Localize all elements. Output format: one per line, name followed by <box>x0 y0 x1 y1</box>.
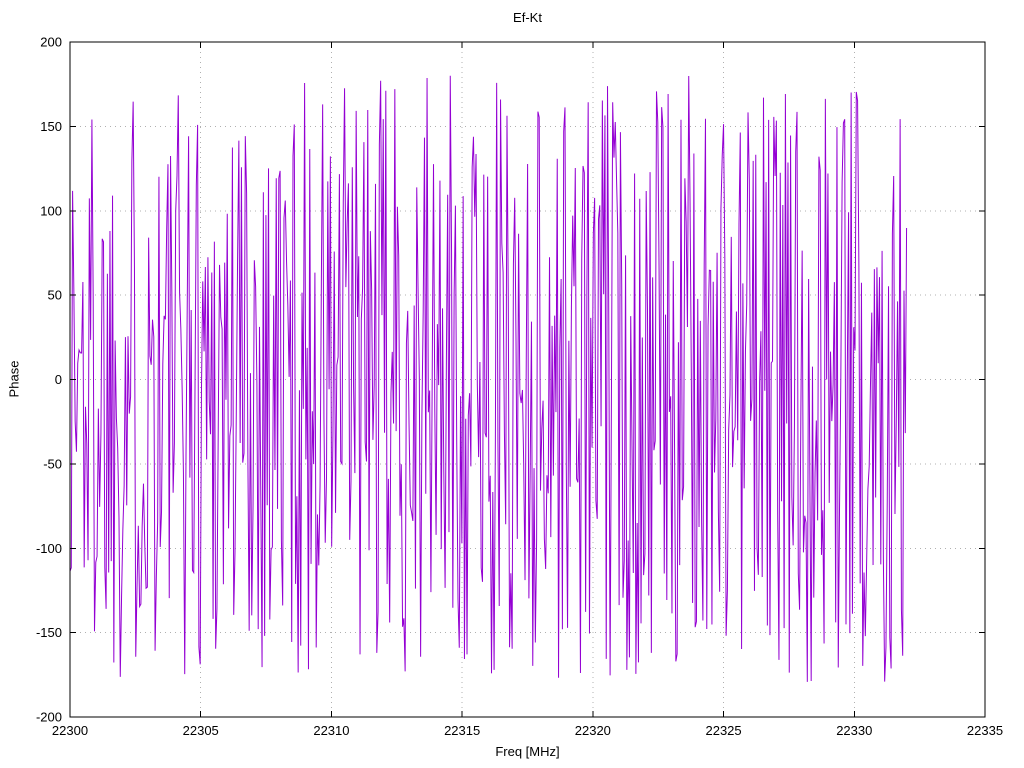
x-axis-label: Freq [MHz] <box>495 744 560 759</box>
y-axis-label: Phase <box>6 360 22 398</box>
x-tick-label: 22335 <box>967 723 1003 738</box>
x-tick-label: 22310 <box>313 723 349 738</box>
phase-trace <box>69 75 908 682</box>
x-tick-label: 22315 <box>444 723 480 738</box>
y-tick-label: 50 <box>48 288 62 303</box>
y-tick-label: 150 <box>40 119 62 134</box>
x-tick-label: 22325 <box>705 723 741 738</box>
y-tick-label: -50 <box>43 456 62 471</box>
x-tick-label: 22330 <box>836 723 872 738</box>
y-tick-label: 200 <box>40 35 62 50</box>
y-tick-label: -150 <box>36 625 62 640</box>
y-tick-label: -200 <box>36 710 62 725</box>
y-tick-label: -100 <box>36 541 62 556</box>
x-tick-label: 22305 <box>183 723 219 738</box>
chart-title: Ef-Kt <box>513 10 542 25</box>
x-tick-label: 22320 <box>575 723 611 738</box>
y-tick-label: 100 <box>40 203 62 218</box>
y-tick-label: 0 <box>55 372 62 387</box>
x-tick-label: 22300 <box>52 723 88 738</box>
